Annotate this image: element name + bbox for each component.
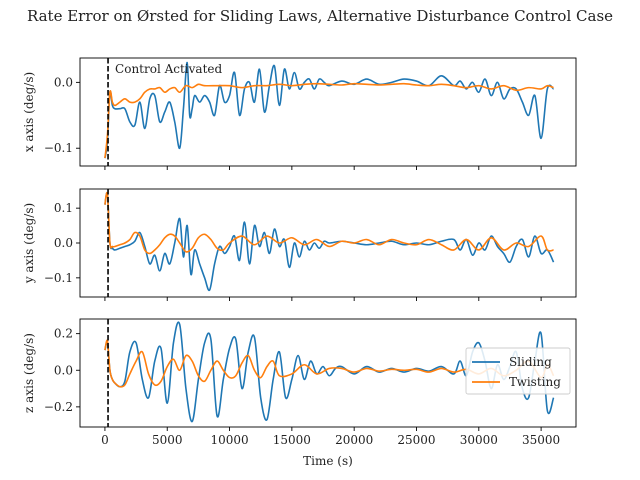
chart-panels: 0.0 −0.1 x axis (deg/s) Control Activated 0.…: [22, 57, 577, 447]
y-tick-label: −0.2: [44, 400, 73, 414]
y-axis-label: x axis (deg/s): [22, 72, 36, 152]
y-tick-label: 0.2: [54, 327, 73, 341]
annotation-label: Control Activated: [115, 62, 222, 76]
legend-label-sliding: Sliding: [509, 355, 552, 369]
series-line-sliding: [104, 191, 555, 292]
series-line-twisting: [104, 191, 554, 255]
y-axis-label: y axis (deg/s): [22, 203, 36, 284]
y-tick-label: 0.1: [54, 201, 73, 215]
y-tick-label: 0.0: [54, 236, 73, 250]
series-line-twisting: [104, 339, 555, 388]
y-tick-label: −0.1: [44, 141, 73, 155]
x-tick-label: 20000: [335, 433, 373, 447]
x-tick-label: 35000: [522, 433, 560, 447]
x-tick-label: 30000: [460, 433, 498, 447]
x-tick-label: 0: [101, 433, 109, 447]
series-line-twisting: [104, 82, 554, 159]
y-tick-label: 0.0: [54, 75, 73, 89]
y-tick-label: 0.0: [54, 363, 73, 377]
x-tick-label: 15000: [273, 433, 311, 447]
x-axis-label: Time (s): [303, 454, 353, 468]
y-tick-label: −0.1: [44, 271, 73, 285]
series-line-sliding: [104, 61, 555, 159]
panel-frame: [79, 57, 577, 167]
y-axis-label: z axis (deg/s): [22, 333, 36, 413]
chart-title: Rate Error on Ørsted for Sliding Laws, A…: [27, 7, 613, 25]
x-tick-label: 25000: [397, 433, 435, 447]
x-tick-label: 5000: [152, 433, 183, 447]
legend-label-twisting: Twisting: [509, 375, 561, 389]
x-tick-label: 10000: [210, 433, 248, 447]
panel-frame: [79, 318, 577, 428]
legend: Sliding Twisting: [465, 347, 571, 395]
